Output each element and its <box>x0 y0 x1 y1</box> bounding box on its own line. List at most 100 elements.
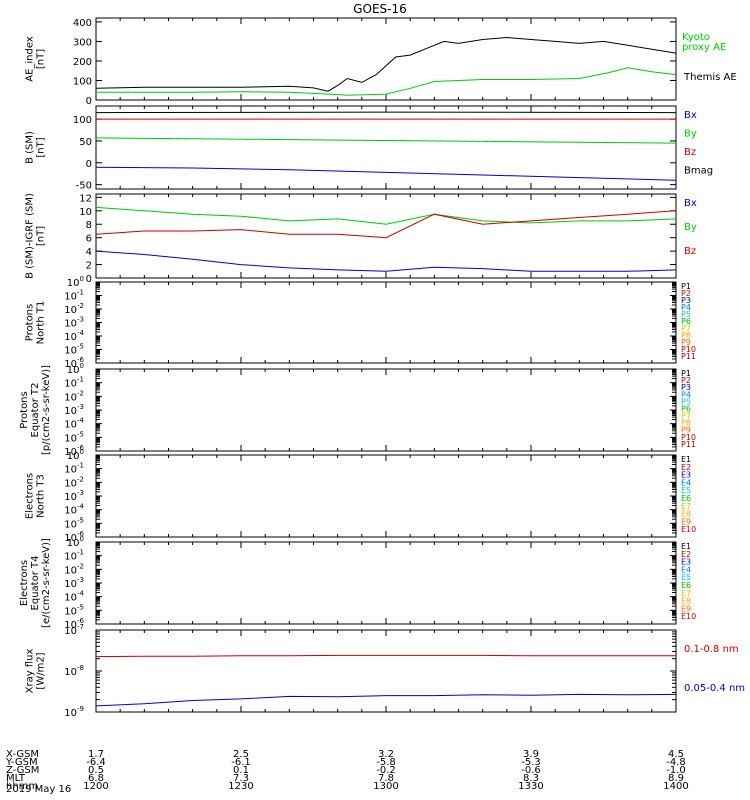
legend-entry: P10 <box>681 433 696 442</box>
legend-entry: P9 <box>681 338 691 347</box>
legend: Bx By Bz <box>684 198 697 257</box>
legend-entry: P4 <box>681 390 691 399</box>
series-line <box>95 206 677 225</box>
ytick-label: 10-5 <box>64 603 84 617</box>
panel-frame <box>95 454 677 538</box>
ylabel-line: North T3 <box>36 474 47 518</box>
legend-entry: E2 <box>681 463 691 472</box>
panel-frame <box>95 368 677 452</box>
ylabel-line: [e/(cm2-s-sr-keV)] <box>41 538 52 628</box>
legend-entry: Bmag <box>684 165 713 176</box>
legend-entry: E3 <box>681 558 691 567</box>
ytick-label: 10-3 <box>64 316 84 330</box>
footer-label: hhmm <box>6 781 38 792</box>
legend-entry: P5 <box>681 397 691 406</box>
series-line <box>95 166 677 181</box>
ytick-label: 8 <box>86 220 92 231</box>
legend-entry: E1 <box>681 542 691 551</box>
legend-entry: E9 <box>681 517 691 526</box>
ylabel-line: [p/(cm2-s-sr-keV)] <box>41 365 52 455</box>
footer-value: 1330 <box>518 781 543 792</box>
ytick-label: 100 <box>67 275 84 289</box>
ytick-label: 10-4 <box>64 329 84 343</box>
ytick-label: 10-1 <box>64 376 84 390</box>
legend-entry: P2 <box>681 376 691 385</box>
legend-entry: Themis AE <box>683 72 737 83</box>
ytick-label: 100 <box>67 448 84 462</box>
footer-value: 0.5 <box>88 765 104 776</box>
legend-entry: E8 <box>681 597 691 606</box>
footer-label: MLT <box>6 773 26 784</box>
panel-frame <box>95 281 677 364</box>
footer-value: 3.9 <box>523 749 539 760</box>
ytick-label: 4 <box>86 247 92 258</box>
ytick-label: 0 <box>86 274 92 285</box>
series-line <box>95 111 677 114</box>
footer-value: 6.8 <box>88 773 104 784</box>
series-line <box>96 67 677 96</box>
legend-entry: E3 <box>681 471 691 480</box>
ytick-label: 0 <box>86 96 92 107</box>
ylabel-line: AE_index <box>25 36 36 82</box>
legend-entry: E6 <box>681 494 691 503</box>
legend-entry: P1 <box>681 369 691 378</box>
footer-value: 3.2 <box>378 749 394 760</box>
ylabel-line: North T1 <box>36 301 47 345</box>
ytick-label: 10-5 <box>64 516 84 530</box>
legend-entry: P3 <box>681 383 691 392</box>
ytick-label: -50 <box>76 181 92 192</box>
ytick-label: 10-2 <box>64 475 84 489</box>
ytick-label: 300 <box>73 37 92 48</box>
ylabel-line: [nT] <box>36 226 47 246</box>
legend-entry: P7 <box>681 412 691 421</box>
ylabel-line: Electrons <box>25 473 36 519</box>
legend-entry: Kyoto <box>682 32 710 43</box>
ytick-label: 10-4 <box>64 590 84 604</box>
ylabel: AE_index [nT] <box>25 36 47 82</box>
legend-entry: P11 <box>681 440 696 449</box>
legend: 0.1-0.8 nm 0.05-0.4 nm <box>684 644 745 694</box>
footer-value: -0.6 <box>521 765 541 776</box>
footer-value: -5.8 <box>376 757 396 768</box>
series-line <box>95 210 677 239</box>
ylabel-line: [nT] <box>36 137 47 157</box>
ytick-label: 10-3 <box>64 403 84 417</box>
series-line <box>95 36 677 92</box>
ytick-label: 0 <box>86 159 92 170</box>
series-line <box>95 137 677 144</box>
panel-8: 10-7 10-8 10-9 Xray flux [W/m2] 0.1-0.8 nm 0.0… <box>25 623 746 719</box>
ytick-label: 10-4 <box>64 417 84 431</box>
ylabel: Protons North T1 <box>25 301 47 345</box>
panel-frame <box>95 105 677 190</box>
legend-entry: P6 <box>681 404 691 413</box>
legend-entry: P8 <box>681 419 691 428</box>
ytick-label: 10-6 <box>64 617 84 631</box>
ylabel-line: [W/m2] <box>36 652 47 689</box>
legend-entry: P1 <box>681 282 691 291</box>
ytick-label: 10-3 <box>64 489 84 503</box>
footer-value: 7.8 <box>378 773 394 784</box>
ytick-label: 10-1 <box>64 289 84 303</box>
ylabel-line: B (SM) <box>25 131 36 164</box>
footer-value: 1300 <box>373 781 398 792</box>
legend-entry: 0.1-0.8 nm <box>684 644 739 655</box>
legend: Bx By Bz Bmag <box>684 110 713 176</box>
ytick-label: 10-9 <box>64 705 84 719</box>
footer-value: 0.1 <box>233 765 249 776</box>
date-label: 2019 May 16 <box>6 784 72 795</box>
panel-2: -50 0 50 100 B (SM) [nT] Bx By Bz Bmag <box>25 105 713 192</box>
footer-value: -1.0 <box>666 765 686 776</box>
legend-entry: E4 <box>681 565 691 574</box>
ytick-label: 2 <box>86 261 92 272</box>
legend-entry: P2 <box>681 289 691 298</box>
ytick-label: 10-5 <box>64 343 84 357</box>
ytick-label: 10 <box>79 207 92 218</box>
